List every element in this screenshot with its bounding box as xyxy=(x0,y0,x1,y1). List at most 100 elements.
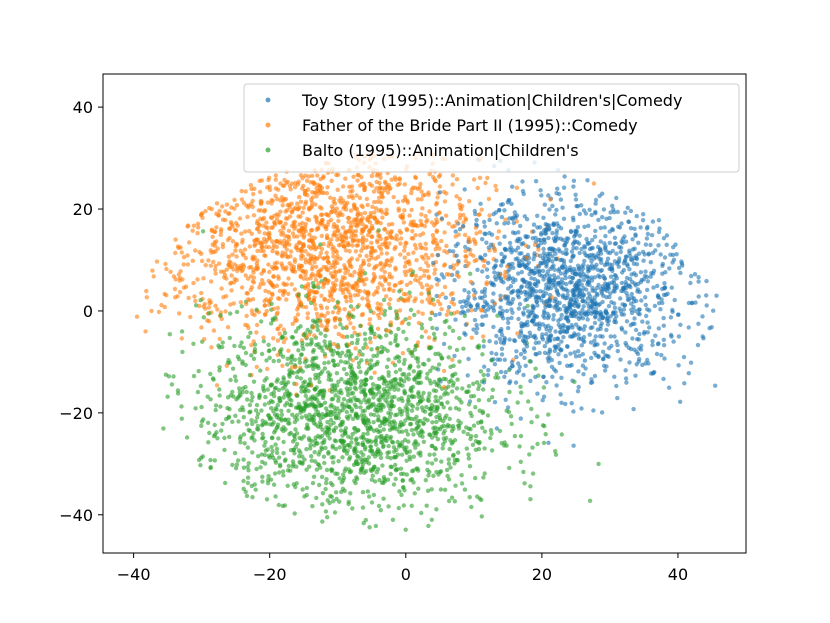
data-point xyxy=(290,412,295,417)
data-point xyxy=(228,281,233,286)
data-point xyxy=(361,431,366,437)
data-point xyxy=(233,248,238,253)
data-point xyxy=(517,364,522,370)
data-point xyxy=(330,310,336,315)
data-point xyxy=(633,308,638,313)
data-point xyxy=(419,223,424,228)
data-point xyxy=(400,398,405,404)
data-point xyxy=(282,183,287,188)
data-point xyxy=(229,273,234,278)
data-point xyxy=(571,218,576,223)
data-point xyxy=(390,424,395,429)
data-point xyxy=(447,424,453,429)
data-point xyxy=(539,241,544,246)
data-point xyxy=(265,481,271,486)
data-point xyxy=(696,275,701,280)
data-point xyxy=(430,239,436,245)
data-point xyxy=(356,271,362,276)
data-point xyxy=(412,394,417,399)
data-point xyxy=(631,299,637,304)
data-point xyxy=(655,294,661,299)
data-point xyxy=(415,278,421,283)
data-point xyxy=(660,271,665,276)
data-point xyxy=(492,400,498,405)
data-point xyxy=(227,211,232,216)
data-point xyxy=(419,326,425,331)
data-point xyxy=(262,443,267,448)
data-point xyxy=(344,386,349,391)
data-point xyxy=(314,404,319,409)
data-point xyxy=(535,225,540,230)
data-point xyxy=(358,323,363,329)
data-point xyxy=(332,269,337,274)
data-point xyxy=(338,322,343,327)
data-point xyxy=(352,269,357,275)
data-point xyxy=(344,451,350,456)
data-point xyxy=(592,338,597,343)
data-point xyxy=(588,340,594,345)
data-point xyxy=(273,494,278,499)
data-point xyxy=(535,391,540,396)
data-point xyxy=(644,236,650,241)
data-point xyxy=(688,360,694,365)
data-point xyxy=(660,300,665,306)
data-point xyxy=(262,253,267,258)
data-point xyxy=(349,334,355,339)
data-point xyxy=(476,398,482,403)
data-point xyxy=(372,479,378,484)
data-point xyxy=(660,261,665,267)
data-point xyxy=(524,296,530,302)
data-point xyxy=(248,287,253,292)
data-point xyxy=(493,183,498,189)
data-point xyxy=(267,355,272,360)
data-point xyxy=(534,352,539,357)
data-point xyxy=(633,327,639,333)
data-point xyxy=(363,445,368,450)
data-point xyxy=(460,203,465,209)
data-point xyxy=(223,309,228,314)
data-point xyxy=(544,282,549,287)
data-point xyxy=(389,177,394,182)
data-point xyxy=(530,319,535,324)
data-point xyxy=(580,352,585,357)
data-point xyxy=(321,175,326,180)
data-point xyxy=(230,419,235,424)
data-point xyxy=(251,379,257,384)
data-point xyxy=(286,276,291,281)
data-point xyxy=(321,264,326,270)
data-point xyxy=(355,337,360,342)
data-point xyxy=(492,274,498,280)
data-point xyxy=(259,319,264,324)
data-point xyxy=(568,334,573,339)
data-point xyxy=(470,442,476,447)
data-point xyxy=(496,375,501,380)
data-point xyxy=(429,487,434,492)
data-point xyxy=(419,510,424,516)
data-point xyxy=(456,423,461,428)
data-point xyxy=(322,400,328,405)
data-point xyxy=(587,332,592,337)
data-point xyxy=(540,398,545,403)
data-point xyxy=(564,329,570,335)
data-point xyxy=(511,220,516,226)
data-point xyxy=(519,269,524,275)
data-point xyxy=(506,320,511,325)
data-point xyxy=(352,205,357,210)
data-point xyxy=(608,334,613,339)
data-point xyxy=(199,251,204,256)
data-point xyxy=(347,455,353,460)
data-point xyxy=(553,235,559,240)
data-point xyxy=(341,184,346,189)
data-point xyxy=(350,285,355,290)
data-point xyxy=(299,256,304,261)
data-point xyxy=(372,412,377,418)
data-point xyxy=(232,343,237,349)
data-point xyxy=(497,310,503,315)
data-point xyxy=(437,190,443,195)
data-point xyxy=(585,269,591,274)
data-point xyxy=(477,229,483,235)
data-point xyxy=(611,301,617,306)
data-point xyxy=(541,246,546,252)
data-point xyxy=(506,286,511,291)
data-point xyxy=(488,428,494,433)
